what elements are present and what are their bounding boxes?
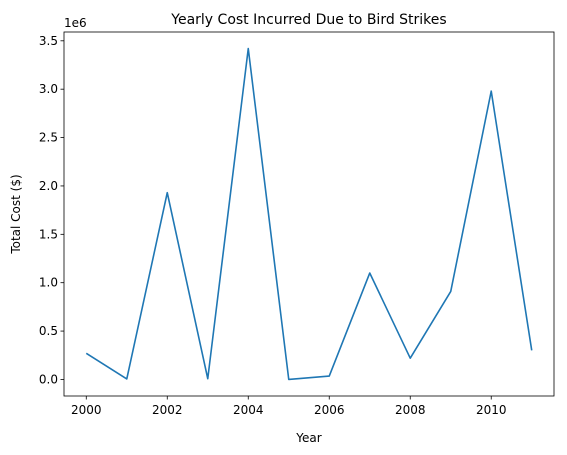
x-tick-label: 2004 [233,403,264,417]
y-offset-label: 1e6 [64,16,87,30]
x-tick-label: 2000 [71,403,102,417]
y-tick-label: 1.0 [39,276,58,290]
x-tick-label: 2010 [476,403,507,417]
y-tick-label: 1.5 [39,227,58,241]
x-tick-label: 2006 [314,403,345,417]
x-axis-label: Year [295,431,321,445]
y-tick-label: 2.0 [39,179,58,193]
y-tick-label: 0.0 [39,372,58,386]
x-axis-ticks: 2000 2002 2004 2006 2008 2010 [71,396,507,417]
plot-area [63,31,555,397]
y-axis-ticks: 0.0 0.5 1.0 1.5 2.0 2.5 3.0 3.5 [39,34,64,386]
series-line [85,47,533,381]
chart-title: Yearly Cost Incurred Due to Bird Strikes [170,12,446,28]
y-tick-label: 2.5 [39,131,58,145]
y-axis-label: Total Cost ($) [9,174,23,254]
x-tick-label: 2002 [152,403,183,417]
y-tick-label: 0.5 [39,324,58,338]
x-tick-label: 2008 [395,403,426,417]
y-tick-label: 3.5 [39,34,58,48]
y-tick-label: 3.0 [39,82,58,96]
